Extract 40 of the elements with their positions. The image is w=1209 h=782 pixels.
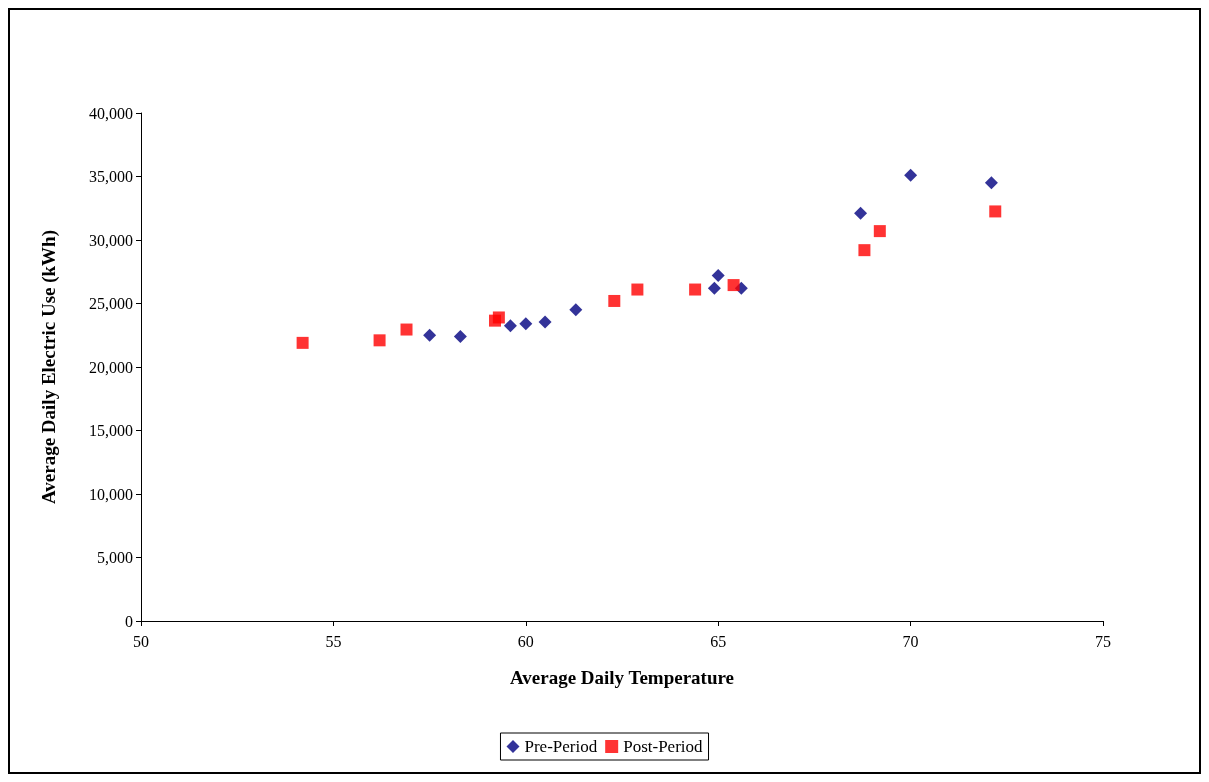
point <box>503 319 517 333</box>
point <box>873 225 886 238</box>
point <box>711 269 725 283</box>
point <box>989 205 1002 218</box>
point <box>689 283 702 296</box>
point <box>631 283 644 296</box>
point <box>400 323 413 336</box>
point <box>569 303 583 317</box>
x-tick-label: 65 <box>710 632 727 650</box>
y-tick-label: 30,000 <box>89 231 133 249</box>
point <box>854 206 868 220</box>
x-tick-label: 60 <box>517 632 534 650</box>
y-tick-label: 5,000 <box>97 549 133 566</box>
point <box>608 294 621 307</box>
x-axis-title: Average Daily Temperature <box>509 667 735 688</box>
x-tick-label: 50 <box>133 632 149 650</box>
y-tick-label: 40,000 <box>89 104 133 122</box>
y-tick-label: 25,000 <box>89 295 133 312</box>
x-tick-label: 75 <box>1095 632 1111 650</box>
point <box>904 168 918 182</box>
x-tick-label: 55 <box>325 632 342 650</box>
point <box>453 330 467 344</box>
point <box>727 279 740 292</box>
x-tick-label: 70 <box>902 632 919 650</box>
legend-label: Post-Period <box>623 737 704 756</box>
point <box>423 328 437 342</box>
y-axis-title: Average Daily Electric Use (kWh) <box>38 229 60 505</box>
point <box>296 336 309 349</box>
point <box>519 317 533 331</box>
y-tick-label: 20,000 <box>89 358 133 376</box>
y-tick-label: 35,000 <box>89 168 133 185</box>
point <box>707 281 721 295</box>
point <box>858 244 871 257</box>
y-tick-label: 0 <box>125 612 133 630</box>
point <box>373 334 386 347</box>
point <box>538 315 552 329</box>
point <box>984 176 998 190</box>
y-tick-label: 10,000 <box>89 485 133 503</box>
legend-label: Pre-Period <box>524 737 598 756</box>
y-tick-label: 15,000 <box>89 422 133 439</box>
